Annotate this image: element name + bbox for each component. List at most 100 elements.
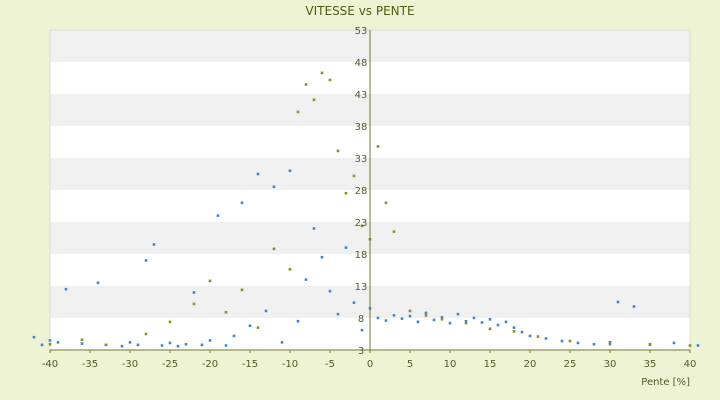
y-tick-label: 18 [355,250,368,261]
data-point [352,301,356,304]
data-point [56,341,60,344]
data-point [184,342,188,346]
data-point [64,287,68,291]
x-tick-label: -25 [162,359,178,370]
data-point [208,279,212,283]
data-point [296,110,300,114]
data-point [312,227,316,230]
data-point [144,332,148,336]
x-tick-label: -20 [202,359,218,370]
y-tick-label: 48 [355,58,368,69]
data-point [216,214,220,217]
x-tick-label: -15 [242,359,258,370]
data-point [320,71,324,75]
data-point [392,230,396,233]
data-point [280,341,284,344]
data-point [344,246,348,249]
data-point [224,344,228,347]
data-point [512,330,516,333]
data-point [320,255,324,259]
data-point [544,337,548,340]
data-point [512,326,516,329]
data-point [592,342,596,346]
data-point [520,330,524,334]
y-tick-label: 53 [355,26,368,37]
y-tick-label: 23 [355,218,368,229]
y-tick-label: 38 [355,122,368,133]
data-point [256,172,260,176]
data-point [648,343,652,347]
x-tick-label: 5 [407,359,413,370]
data-point [168,320,172,324]
x-tick-label: 30 [604,359,617,370]
data-point [344,191,348,195]
y-tick-label: 13 [355,282,368,293]
data-point [160,344,164,347]
data-point [304,83,308,86]
data-point [40,343,44,347]
data-point [568,339,572,343]
data-point [264,309,268,313]
data-point [328,78,332,82]
x-axis-label: Pente [%] [641,377,690,388]
data-point [536,335,540,338]
data-point [96,281,100,285]
data-point [608,341,612,344]
data-point [352,174,356,178]
data-point [288,268,292,271]
data-point [376,145,380,148]
y-tick-label: 28 [355,186,368,197]
data-point [336,149,340,153]
data-point [576,341,580,345]
data-point [48,342,52,346]
data-point [432,318,436,322]
data-point [672,341,676,345]
data-point [256,326,260,329]
data-point [208,339,212,342]
data-point [632,305,636,308]
data-point [688,344,692,347]
x-tick-label: -10 [282,359,298,370]
data-point [232,334,236,338]
data-point [192,291,196,294]
data-point [504,320,508,324]
data-point [360,328,364,332]
x-tick-label: 40 [684,359,697,370]
data-point [32,335,36,339]
data-point [448,321,452,325]
data-point [120,344,124,348]
x-tick-label: -40 [42,359,58,370]
data-point [80,342,84,345]
data-point [272,185,276,189]
data-point [528,334,532,338]
x-tick-label: 35 [644,359,657,370]
data-point [384,201,388,205]
x-tick-label: -30 [122,359,138,370]
x-tick-label: -5 [325,359,335,370]
data-point [480,321,484,324]
data-point [696,344,700,347]
data-point [488,327,492,331]
chart-title: VITESSE vs PENTE [305,4,414,18]
data-point [616,300,620,304]
y-tick-label: 3 [358,346,364,357]
x-tick-label: 10 [444,359,457,370]
data-point [272,247,276,251]
y-tick-label: 33 [355,154,368,165]
data-point [304,278,308,281]
data-point [336,312,340,316]
data-point [48,339,52,342]
data-point [328,289,332,293]
data-point [488,317,492,321]
data-point [424,314,428,317]
tick-labels: -40 -35 -30 -25 -20 -15 -10 -5 0 5 10 15 20 25 30 35 40 3… [42,26,697,370]
data-point [168,341,172,345]
data-point [424,311,428,315]
data-point [240,288,244,292]
data-point [408,314,412,318]
data-point [288,169,292,173]
data-point [464,321,468,325]
data-point [416,320,420,324]
